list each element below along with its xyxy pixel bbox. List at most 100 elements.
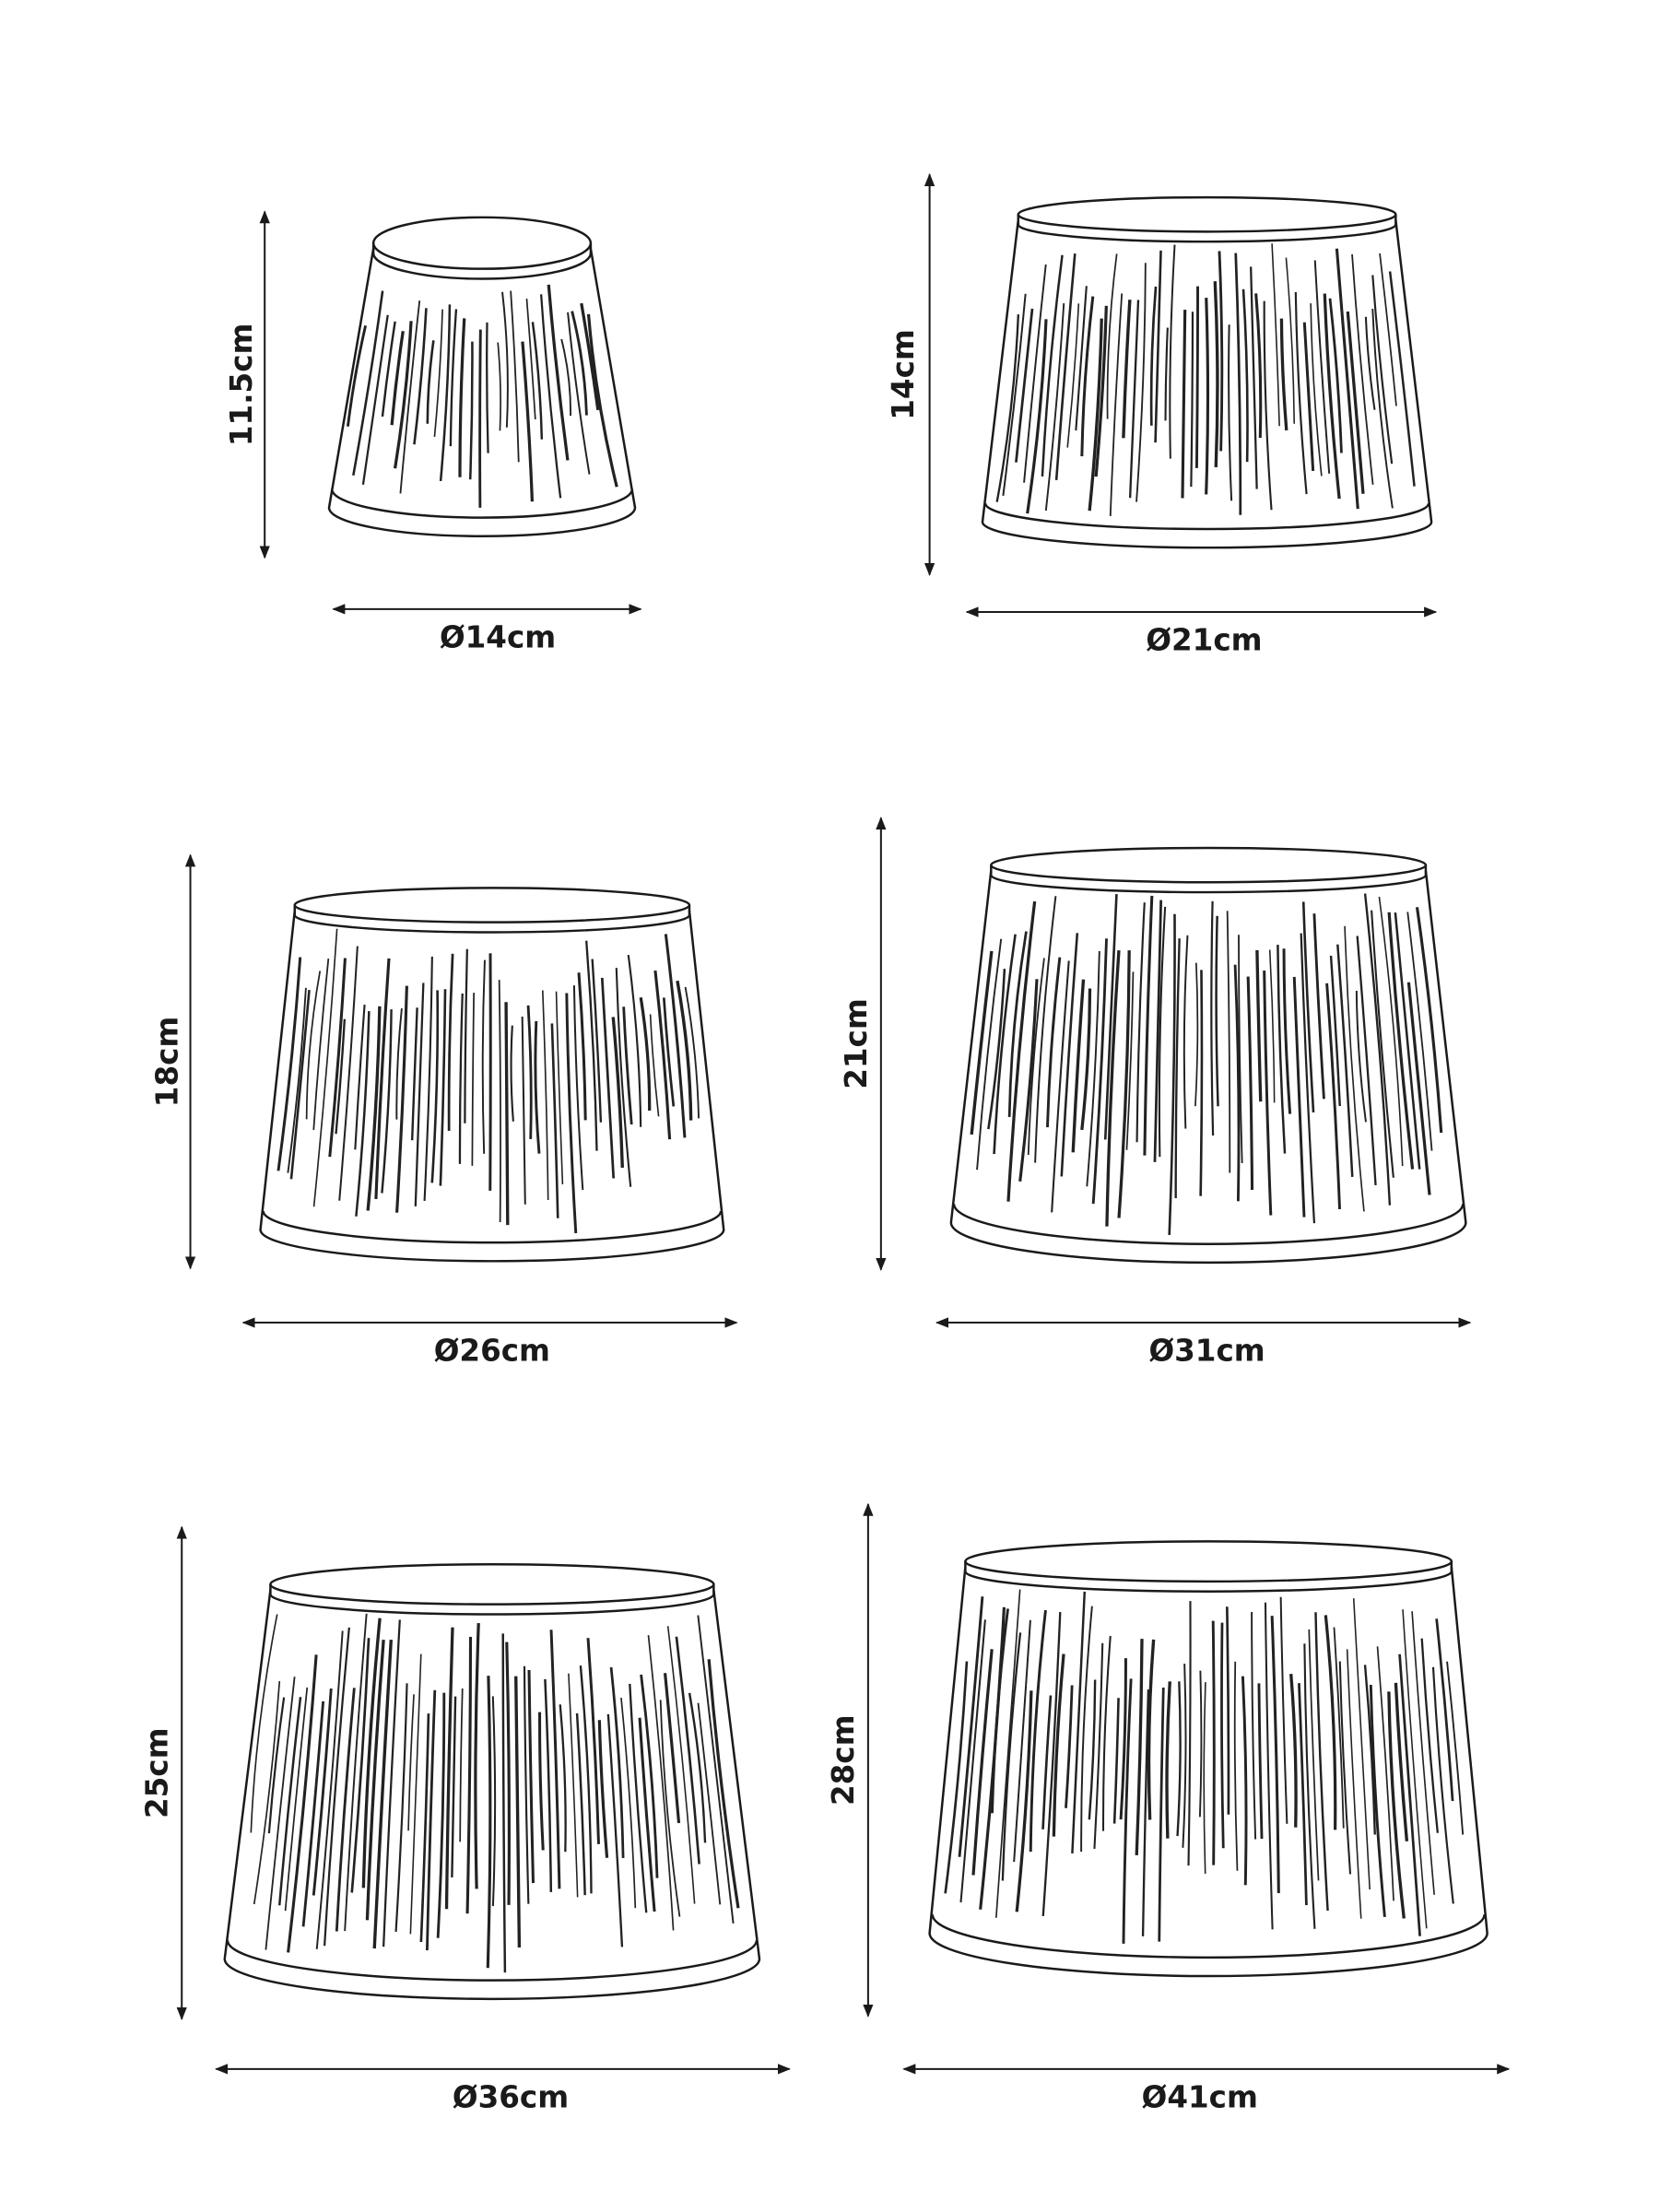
pleat <box>1300 933 1316 1224</box>
pleat <box>1251 1611 1257 1840</box>
pleat <box>407 1694 415 1831</box>
pleat <box>1165 1681 1171 1839</box>
pleat <box>265 1677 296 1950</box>
pleat <box>1264 1602 1274 1930</box>
pleat <box>707 1659 740 1909</box>
height-label: 21cm <box>839 998 874 1089</box>
pleat <box>559 1704 567 1853</box>
pleat <box>1328 298 1343 453</box>
lampshade <box>928 1540 1488 1978</box>
pleat <box>1325 982 1341 1209</box>
pleat <box>547 284 570 461</box>
pleat <box>1268 949 1276 1103</box>
pleat <box>580 302 600 411</box>
pleat <box>1174 938 1181 1198</box>
pleat <box>1387 1691 1406 1919</box>
pleat <box>1298 1683 1308 1906</box>
pleat <box>1277 945 1287 1154</box>
pleat <box>346 324 368 427</box>
pleat <box>597 1720 609 1858</box>
pleat <box>1182 935 1189 1129</box>
pleat <box>1233 1661 1239 1871</box>
pleat <box>565 993 578 1234</box>
pleat <box>675 1636 700 1865</box>
pleat <box>1187 1601 1192 1866</box>
pleat <box>1394 912 1421 1170</box>
pleat <box>568 1673 579 1898</box>
pleat <box>1356 935 1377 1185</box>
pleat <box>1203 1682 1206 1875</box>
pleat <box>1213 281 1219 468</box>
pleat <box>1323 293 1341 500</box>
pleat <box>1119 1658 1127 1820</box>
pleat <box>1218 251 1224 452</box>
pleat <box>419 1713 430 1943</box>
top-band <box>371 242 593 280</box>
pleat <box>449 309 458 447</box>
pleat <box>523 1665 530 1904</box>
pleat <box>526 1005 533 1139</box>
pleat <box>1233 964 1241 1202</box>
pleat <box>1292 976 1306 1218</box>
pleat <box>1122 300 1132 439</box>
pleat <box>390 330 405 426</box>
pleat <box>413 308 428 445</box>
pleat <box>335 1018 347 1135</box>
pleat <box>1176 1681 1182 1837</box>
pleat <box>1117 950 1131 1218</box>
lampshade <box>223 1562 761 2001</box>
pleat <box>464 948 468 1124</box>
pleat <box>1314 1612 1329 1912</box>
pleat <box>1363 1665 1376 1835</box>
pleat <box>1103 894 1118 1140</box>
lampshade <box>259 887 725 1263</box>
pleat <box>639 996 652 1112</box>
pleat <box>1071 1591 1087 1853</box>
pleat <box>1226 1606 1230 1815</box>
pleat <box>1338 1661 1352 1875</box>
pleat <box>426 340 435 424</box>
height-label: 25cm <box>139 1727 174 1818</box>
pleat <box>586 313 618 488</box>
pleat <box>1105 950 1121 1227</box>
pleat <box>534 1020 541 1154</box>
pleat <box>481 959 486 1154</box>
pleat <box>1282 948 1292 1114</box>
pleat <box>1344 925 1365 1212</box>
pleat <box>1406 982 1431 1195</box>
pleat <box>1406 912 1433 1151</box>
pleat <box>606 1713 624 1947</box>
pleat <box>444 1627 454 1910</box>
pleat <box>1088 318 1103 512</box>
pleat <box>1279 318 1288 431</box>
pleat <box>1093 1642 1104 1850</box>
pleat <box>1065 1685 1074 1808</box>
pleat <box>1363 893 1392 1206</box>
pleat <box>663 1673 681 1824</box>
pleat <box>659 1700 681 1917</box>
pleat <box>1388 271 1416 487</box>
diameter-label: Ø41cm <box>1142 2079 1258 2114</box>
pleat <box>1394 1682 1409 1841</box>
lampshade <box>949 846 1467 1265</box>
pleat <box>1431 1666 1454 1904</box>
pleat <box>289 989 311 1180</box>
pleat <box>611 1017 624 1168</box>
pleat <box>586 1638 600 1844</box>
pleat <box>1333 1627 1345 1829</box>
pleat <box>567 312 591 475</box>
pleat <box>1210 900 1215 1136</box>
pleat <box>1364 316 1376 410</box>
pleat <box>447 953 454 1131</box>
pleat <box>1435 1618 1454 1802</box>
pleat <box>352 290 384 477</box>
pleat <box>1371 275 1394 465</box>
pleat <box>666 1626 696 1904</box>
pleat <box>459 1688 464 1842</box>
pleat <box>365 1640 385 1921</box>
pleat <box>1355 990 1367 1123</box>
pleat <box>1310 303 1323 477</box>
pleat <box>1228 324 1233 501</box>
shade-top <box>1017 195 1397 233</box>
pleat <box>1254 293 1263 439</box>
